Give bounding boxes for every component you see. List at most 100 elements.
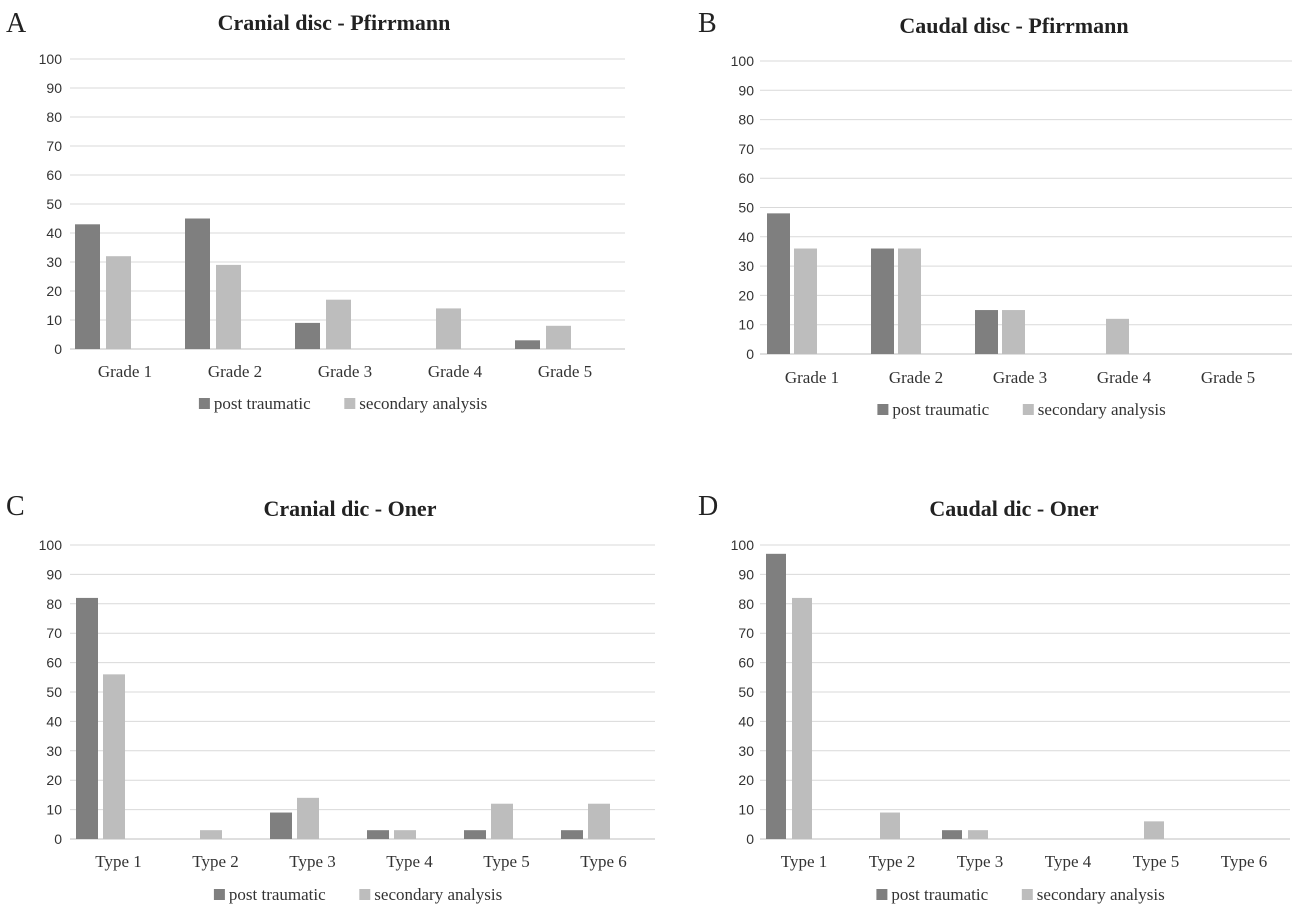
chart-panel-c: C Cranial dic - Oner 0 10 20 30 40 50 60 70 80 90 10… [6,491,655,904]
bar-post-traumatic [270,812,292,839]
chart-panel-d: D Caudal dic - Oner 0 10 20 30 40 50 60 70 80 90 100… [698,491,1290,904]
bar-secondary-analysis [1144,821,1164,839]
legend-label: secondary analysis [1038,400,1166,419]
y-tick-label: 20 [46,772,62,788]
legend-swatch [876,889,888,900]
legend-swatch [1022,404,1034,415]
y-tick-label: 70 [738,141,754,157]
legend: post traumatic secondary analysis [198,394,487,413]
bar-post-traumatic [75,224,100,349]
y-tick-label: 20 [46,283,62,299]
y-tick-label: 70 [46,138,62,154]
legend: post traumatic secondary analysis [877,400,1166,419]
y-tick-label: 60 [46,655,62,671]
bar-secondary-analysis [968,830,988,839]
bar-secondary-analysis [880,812,900,839]
y-tick-label: 80 [46,109,62,125]
legend-swatch [359,889,371,900]
y-tick-label: 100 [731,537,755,553]
y-tick-label: 90 [46,80,62,96]
bar-post-traumatic [76,597,98,839]
y-tick-label: 70 [46,625,62,641]
y-tick-label: 40 [738,229,754,245]
y-tick-label: 0 [54,341,62,357]
y-tick-label: 80 [738,596,754,612]
x-tick-label: Type 5 [1133,852,1180,871]
y-tick-label: 30 [738,258,754,274]
x-tick-label: Grade 5 [538,362,592,381]
bar-secondary-analysis [103,674,125,839]
bar-secondary-analysis [546,325,571,349]
x-tick-label: Type 3 [957,852,1004,871]
bar-post-traumatic [515,340,540,349]
bar-secondary-analysis [794,248,817,354]
y-tick-label: 0 [746,831,754,847]
y-tick-label: 20 [738,772,754,788]
y-tick-label: 50 [738,200,754,216]
legend-swatch [198,398,210,409]
x-tick-label: Type 2 [192,852,239,871]
y-tick-label: 50 [46,196,62,212]
x-tick-label: Type 6 [580,852,627,871]
y-tick-label: 0 [746,346,754,362]
legend-swatch [344,398,356,409]
legend-label: secondary analysis [374,885,502,904]
x-tick-label: Type 1 [95,852,142,871]
y-tick-label: 30 [738,743,754,759]
y-tick-label: 50 [738,684,754,700]
bar-secondary-analysis [216,264,241,349]
y-tick-label: 90 [46,566,62,582]
chart-title: Caudal disc - Pfirrmann [899,13,1128,38]
y-tick-label: 100 [39,51,63,67]
legend: post traumatic secondary analysis [876,885,1165,904]
panel-letter: D [698,491,718,522]
bar-secondary-analysis [491,803,513,839]
y-tick-label: 50 [46,684,62,700]
bar-post-traumatic [975,310,998,354]
y-tick-label: 100 [731,53,755,69]
y-tick-label: 10 [46,802,62,818]
x-tick-label: Grade 2 [208,362,262,381]
y-tick-label: 30 [46,743,62,759]
bar-secondary-analysis [1002,310,1025,354]
legend: post traumatic secondary analysis [213,885,502,904]
y-tick-label: 10 [46,312,62,328]
bar-secondary-analysis [297,797,319,839]
x-tick-label: Type 4 [386,852,433,871]
legend-swatch [213,889,225,900]
y-tick-label: 40 [46,713,62,729]
y-tick-label: 80 [46,596,62,612]
bar-secondary-analysis [326,299,351,349]
bar-post-traumatic [942,830,962,839]
legend-label: post traumatic [214,394,311,413]
chart-panel-a: A Cranial disc - Pfirrmann 0 10 20 30 40 50 60 70… [6,8,625,413]
y-tick-label: 30 [46,254,62,270]
bar-post-traumatic [871,248,894,354]
bar-secondary-analysis [898,248,921,354]
x-tick-label: Grade 2 [889,368,943,387]
chart-panel-b: B Caudal disc - Pfirrmann 0 10 20 30 40 50 60 70 8… [698,8,1292,419]
x-tick-label: Type 4 [1045,852,1092,871]
y-tick-label: 20 [738,287,754,303]
y-tick-label: 90 [738,82,754,98]
x-tick-label: Type 3 [289,852,336,871]
panel-letter: C [6,491,25,522]
y-tick-label: 10 [738,802,754,818]
legend-swatch [877,404,889,415]
legend-label: post traumatic [891,885,988,904]
chart-title: Caudal dic - Oner [929,496,1099,521]
legend-label: post traumatic [229,885,326,904]
bar-secondary-analysis [588,803,610,839]
y-tick-label: 10 [738,317,754,333]
bar-secondary-analysis [200,830,222,839]
y-tick-label: 60 [738,170,754,186]
bar-post-traumatic [464,830,486,839]
legend-label: secondary analysis [359,394,487,413]
bar-post-traumatic [185,218,210,349]
bar-secondary-analysis [394,830,416,839]
bar-secondary-analysis [1106,318,1129,354]
legend-label: post traumatic [892,400,989,419]
y-tick-label: 100 [39,537,63,553]
bar-post-traumatic [367,830,389,839]
